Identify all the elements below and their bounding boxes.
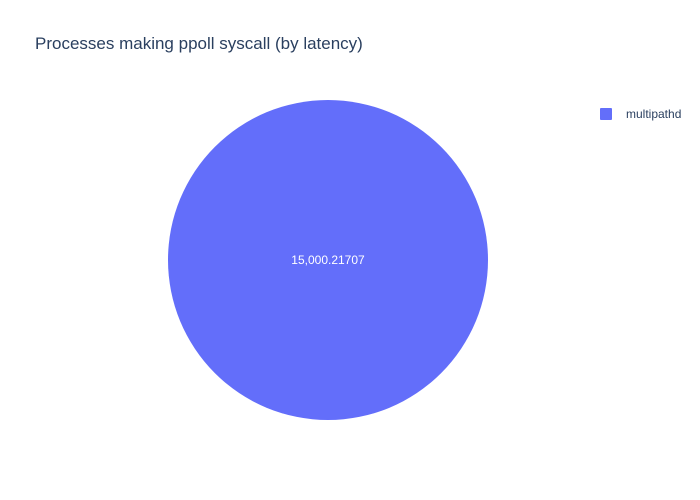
legend-swatch-multipathd[interactable] [600, 108, 612, 120]
chart-title: Processes making ppoll syscall (by laten… [35, 34, 363, 53]
legend-label-multipathd[interactable]: multipathd [626, 107, 682, 121]
legend[interactable]: multipathd [600, 107, 681, 121]
pie-slice-multipathd[interactable] [168, 100, 488, 420]
pie-slice-label-multipathd: 15,000.21707 [291, 253, 365, 267]
